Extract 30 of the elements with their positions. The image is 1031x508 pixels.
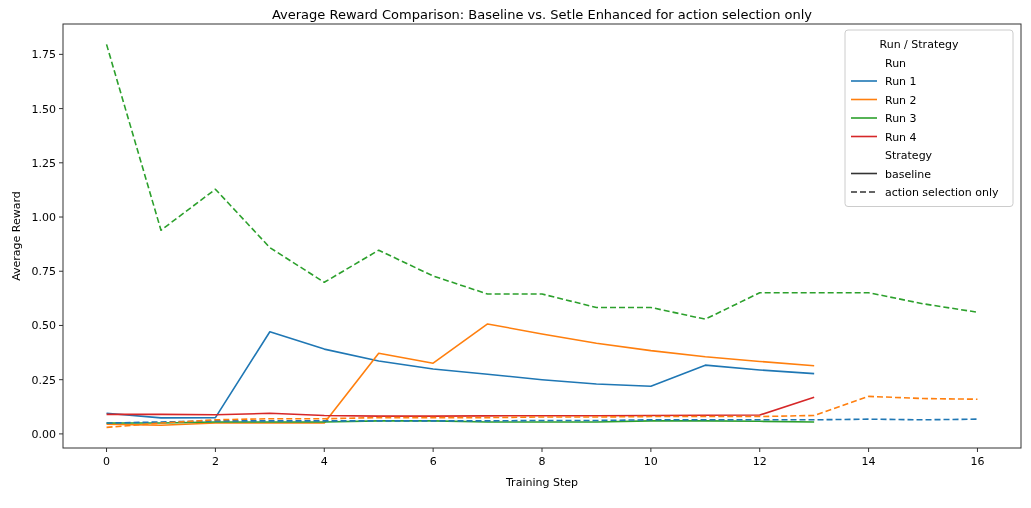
y-tick-label: 1.50 (31, 102, 56, 116)
x-tick-label: 2 (211, 455, 219, 468)
annotation: Run (885, 56, 907, 70)
chart-title: Average Reward Comparison: Baseline vs. Setle Enhanced for action selection only (271, 7, 813, 22)
annotation: action selection only (885, 186, 1000, 199)
y-tick-label: 0.50 (31, 319, 56, 333)
y-axis-title: Average Reward (10, 191, 23, 281)
x-tick-label: 6 (429, 455, 437, 468)
legend-label: Run 2 (885, 93, 917, 107)
annotation: Strategy (885, 149, 933, 162)
x-tick-label: 0 (103, 455, 111, 468)
y-tick-label: 0.25 (31, 373, 56, 387)
x-tick-label: 14 (861, 455, 876, 468)
y-tick-label: 1.75 (31, 48, 56, 62)
y-tick-label: 0.75 (31, 265, 56, 279)
x-axis-title: Training Step (505, 476, 578, 489)
x-tick-label: 12 (752, 455, 767, 468)
x-tick-label: 8 (538, 455, 546, 468)
line-series (105, 396, 815, 417)
x-tick-label: 10 (643, 455, 658, 468)
y-tick-label: 1.00 (31, 211, 56, 225)
legend-title: Run / Strategy (879, 38, 959, 51)
legend-label: Run 1 (885, 75, 917, 88)
y-tick-label: 1.25 (31, 156, 56, 170)
legend-label: Run 4 (885, 130, 917, 144)
x-tick-label: 4 (320, 455, 328, 468)
annotation: baseline (885, 167, 932, 181)
x-tick-label: 16 (970, 455, 985, 468)
y-tick-label: 0.00 (31, 427, 56, 441)
legend-label: Run 3 (885, 112, 917, 125)
